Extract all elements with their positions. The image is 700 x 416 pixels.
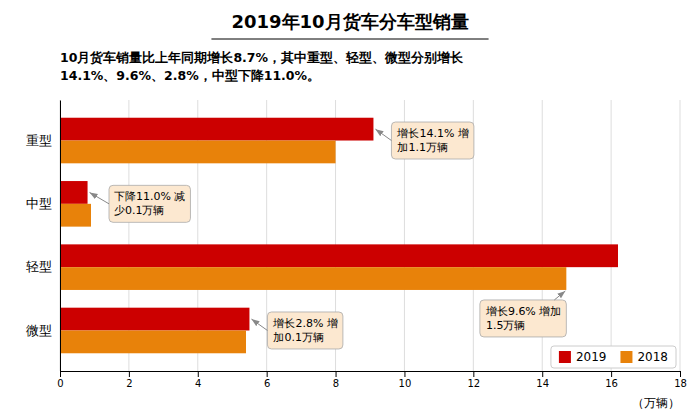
annotation-box (267, 312, 342, 349)
annotation-line: 增长9.6% 增加 (485, 305, 561, 318)
annotation: 下降11.0% 减少0.1万辆 (109, 185, 190, 222)
x-tick-label: 2 (126, 378, 132, 389)
x-tick-mark (267, 371, 268, 377)
x-tick-label: 0 (57, 378, 63, 389)
annotation-line: 1.5万辆 (486, 319, 526, 332)
annotation-text: 增长14.1% 增加1.1万辆 (396, 127, 468, 154)
annotations: 增长14.1% 增加1.1万辆下降11.0% 减少0.1万辆增长9.6% 增加1… (90, 122, 567, 349)
x-tick-label: 12 (467, 378, 480, 389)
bar (60, 267, 566, 290)
annotation-arrow (251, 319, 267, 330)
x-tick: 16 (605, 371, 618, 389)
x-tick: 2 (126, 371, 132, 389)
x-tick-mark (542, 371, 543, 377)
annotation-text: 下降11.0% 减少0.1万辆 (114, 190, 185, 217)
x-tick-mark (611, 371, 612, 377)
bar (60, 244, 618, 267)
bar-series (60, 141, 566, 354)
annotation: 增长2.8% 增加0.1万辆 (267, 312, 342, 349)
annotation-box (480, 300, 566, 337)
x-tick-label: 6 (264, 378, 270, 389)
annotation-box (109, 185, 190, 222)
y-tick-label: 微型 (26, 323, 52, 338)
x-tick: 10 (399, 371, 412, 389)
x-tick-mark (680, 371, 681, 377)
grid-line (60, 100, 61, 371)
bar (60, 330, 246, 353)
x-tick-label: 10 (399, 378, 412, 389)
x-tick-mark (473, 371, 474, 377)
annotation-text: 增长9.6% 增加1.5万辆 (485, 305, 561, 332)
chart: 2019年10月货车分车型销量 10月货车销量比上年同期增长8.7%，其中重型、轻… (0, 0, 700, 416)
bar (60, 141, 336, 164)
x-tick: 18 (674, 371, 687, 389)
legend-frame (551, 346, 676, 368)
annotation-arrow (90, 192, 109, 203)
annotation-line: 增长2.8% 增 (272, 317, 337, 330)
y-tick: 中型 (26, 196, 60, 211)
y-tick-label: 中型 (26, 196, 52, 211)
x-tick-mark (129, 371, 130, 377)
annotation: 增长14.1% 增加1.1万辆 (391, 122, 473, 159)
grid-line (680, 100, 681, 371)
bar (60, 181, 88, 204)
bar (60, 204, 91, 227)
annotation-box (391, 122, 473, 159)
annotation-line: 增长14.1% 增 (396, 127, 468, 140)
x-tick: 14 (536, 371, 549, 389)
x-tick-mark (336, 371, 337, 377)
y-tick-label: 轻型 (26, 259, 52, 274)
x-tick: 0 (57, 371, 63, 389)
y-tick: 重型 (26, 133, 60, 148)
bar-series (60, 118, 618, 331)
annotation-line: 加1.1万辆 (397, 141, 448, 154)
annotation: 增长9.6% 增加1.5万辆 (480, 300, 566, 337)
y-tick-label: 重型 (26, 133, 52, 148)
x-tick-mark (404, 371, 405, 377)
legend-swatch (559, 351, 571, 363)
y-tick: 轻型 (26, 259, 60, 274)
bar (60, 308, 249, 331)
annotation-text: 增长2.8% 增加0.1万辆 (272, 317, 337, 344)
x-tick: 12 (467, 371, 480, 389)
x-axis-line (61, 372, 681, 378)
x-tick-label: 18 (674, 378, 687, 389)
y-axis: 重型中型轻型微型 (26, 101, 61, 372)
y-tick: 微型 (26, 323, 60, 338)
subtitle-line: 10月货车销量比上年同期增长8.7%，其中重型、轻型、微型分别增长 (60, 50, 464, 65)
x-tick: 4 (195, 371, 201, 389)
y-axis-line (60, 101, 61, 372)
x-axis: 0 2 4 6 8 10 12 14 16 18 (57, 371, 687, 389)
annotation-arrow (375, 129, 391, 140)
legend: 2019 2018 (551, 346, 676, 368)
x-tick-label: 4 (195, 378, 201, 389)
title-underline (211, 39, 488, 40)
plot: 0 2 4 6 8 10 12 14 16 18 重型中型轻型微型 （万辆） 2019 2018 增长14.… (26, 100, 687, 410)
x-tick: 8 (333, 371, 339, 389)
x-tick-label: 8 (333, 378, 339, 389)
subtitle: 10月货车销量比上年同期增长8.7%，其中重型、轻型、微型分别增长 14.1%、9… (60, 50, 464, 83)
annotation-arrow (554, 291, 565, 300)
x-tick-mark (198, 371, 199, 377)
subtitle-line: 14.1%、9.6%、2.8%，中型下降11.0%。 (60, 68, 320, 83)
annotation-line: 加0.1万辆 (273, 331, 324, 344)
legend-label: 2018 (637, 350, 668, 364)
legend-swatch (620, 351, 632, 363)
bars (60, 118, 618, 354)
x-tick: 6 (264, 371, 270, 389)
annotation-line: 下降11.0% 减 (114, 190, 185, 203)
grid-line (611, 100, 612, 371)
grid (60, 100, 680, 371)
x-tick-mark (60, 371, 61, 377)
x-axis-label: （万辆） (632, 396, 680, 410)
title: 2019年10月货车分车型销量 (231, 11, 468, 32)
legend-label: 2019 (576, 350, 607, 364)
x-tick-label: 16 (605, 378, 618, 389)
annotation-line: 少0.1万辆 (114, 204, 165, 217)
x-tick-label: 14 (536, 378, 549, 389)
bar (60, 118, 373, 141)
